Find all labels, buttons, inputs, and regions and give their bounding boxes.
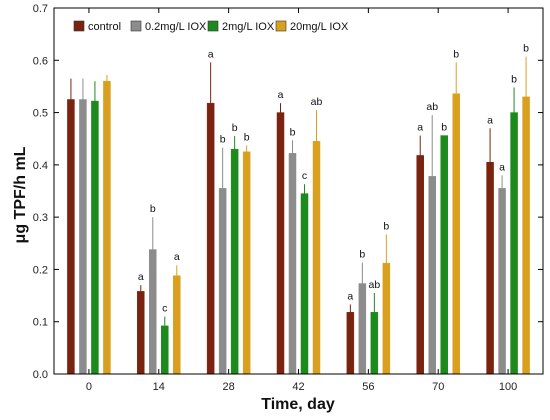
bar (358, 283, 367, 375)
significance-label: b (244, 132, 250, 144)
bar (486, 161, 494, 375)
x-tick-label: 100 (499, 381, 517, 393)
y-tick-label: 0.4 (33, 160, 48, 172)
legend-swatch (130, 20, 142, 32)
significance-label: a (208, 48, 214, 60)
bar (137, 291, 145, 375)
significance-label: b (359, 249, 365, 261)
x-tick-label: 0 (86, 381, 92, 393)
x-tick-label: 28 (223, 381, 235, 393)
bar (91, 100, 99, 375)
significance-label: ab (426, 101, 438, 113)
significance-label: b (441, 122, 447, 134)
legend-label: 0.2mg/L IOX (145, 21, 207, 33)
bar (440, 135, 448, 375)
significance-label: b (383, 220, 389, 232)
y-tick-label: 0.3 (33, 212, 48, 224)
y-tick-label: 0.0 (33, 369, 48, 381)
bar (522, 96, 530, 375)
bar (218, 188, 227, 375)
significance-label: a (278, 89, 284, 101)
bar (161, 325, 169, 375)
significance-label: a (347, 290, 353, 302)
x-tick-label: 56 (362, 381, 374, 393)
error-bars-group (70, 56, 527, 326)
significance-label: ab (311, 96, 323, 108)
bar (498, 188, 506, 375)
y-tick-label: 0.2 (33, 264, 48, 276)
significance-label: b (511, 73, 517, 85)
legend-swatch (73, 20, 85, 32)
significance-label: a (499, 161, 505, 173)
significance-label: a (417, 122, 423, 134)
bar (79, 99, 87, 375)
x-axis-title: Time, day (261, 396, 335, 413)
bar (370, 312, 379, 375)
significance-label: b (232, 122, 238, 134)
significance-label: b (453, 48, 459, 60)
x-tick-label: 70 (432, 381, 444, 393)
legend-swatch (275, 20, 287, 32)
bar (230, 148, 239, 375)
legend: control 0.2mg/L IOX 2mg/L IOX 20mg/L IOX (73, 20, 349, 33)
bar (288, 153, 297, 375)
bar (206, 102, 215, 375)
x-tick-label: 42 (292, 381, 304, 393)
bar (510, 112, 518, 375)
significance-label: b (523, 43, 529, 55)
legend-label: control (88, 21, 121, 33)
plot-frame (53, 7, 544, 375)
bar (300, 193, 309, 375)
bar (67, 99, 75, 375)
bar (346, 312, 355, 375)
bar (382, 262, 391, 375)
significance-label: a (174, 251, 180, 263)
y-tick-label: 0.6 (33, 55, 48, 67)
y-tick-label: 0.5 (33, 108, 48, 120)
x-tick-label: 14 (153, 381, 165, 393)
significance-label: ab (369, 279, 381, 291)
bar (149, 249, 157, 375)
bar (276, 112, 285, 375)
legend-label: 2mg/L IOX (222, 21, 275, 33)
legend-swatch (207, 20, 219, 32)
significance-label: a (487, 114, 493, 126)
significance-label: b (220, 134, 226, 146)
significance-label: c (162, 302, 167, 314)
bar (242, 151, 251, 375)
y-tick-label: 0.1 (33, 317, 48, 329)
bar (452, 93, 460, 375)
significance-label: b (150, 203, 156, 215)
bar (312, 141, 321, 375)
axes-group: 0.0 0.1 0.2 0.3 0.4 0.5 0.6 0.7 0 14 28 42 56 70 100 (33, 3, 544, 393)
bar (416, 155, 424, 375)
bar (428, 176, 436, 375)
bars-group (67, 80, 530, 375)
bar (173, 275, 181, 375)
significance-label: b (290, 126, 296, 138)
y-axis-title: μg TPF/h mL (12, 146, 29, 243)
significance-label: a (138, 271, 144, 283)
legend-label: 20mg/L IOX (290, 21, 349, 33)
significance-label: c (302, 170, 307, 182)
y-tick-label: 0.7 (33, 3, 48, 15)
bar (103, 80, 111, 375)
